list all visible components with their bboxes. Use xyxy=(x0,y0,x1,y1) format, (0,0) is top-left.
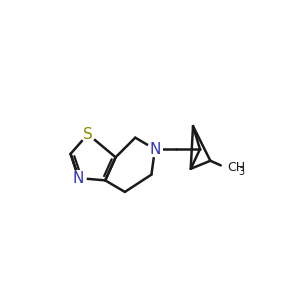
Text: 3: 3 xyxy=(239,167,245,177)
Text: S: S xyxy=(83,127,93,142)
Circle shape xyxy=(148,142,162,157)
Text: N: N xyxy=(73,171,84,186)
Text: CH: CH xyxy=(228,161,246,174)
Circle shape xyxy=(71,171,86,185)
Circle shape xyxy=(80,127,95,142)
Text: N: N xyxy=(149,142,160,157)
